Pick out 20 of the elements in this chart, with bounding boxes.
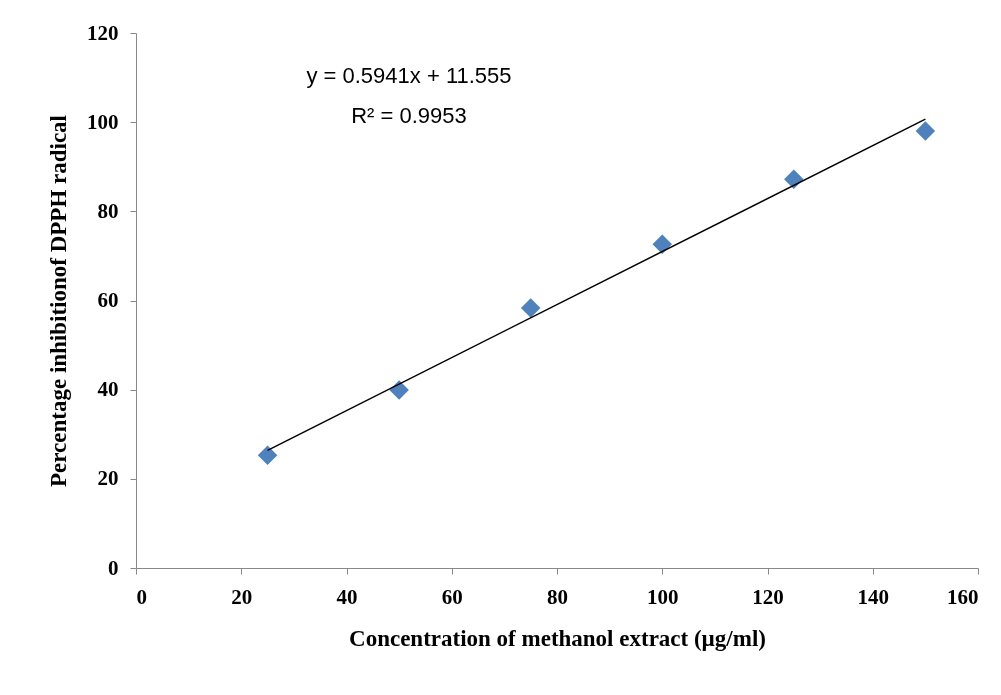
y-tick-label: 0	[108, 555, 119, 580]
y-tick-label: 60	[97, 288, 119, 312]
x-tick-label: 100	[647, 584, 679, 609]
y-tick-label: 40	[97, 377, 119, 402]
annotation: y = 0.5941x + 11.555	[306, 63, 512, 88]
x-tick-label: 120	[752, 584, 784, 609]
y-tick-label: 20	[97, 466, 119, 491]
x-tick-label: 20	[231, 584, 253, 609]
x-tick-label: 0	[136, 584, 147, 609]
y-tick-label: 100	[87, 109, 119, 134]
y-tick-label: 80	[97, 198, 119, 223]
x-tick-label: 60	[441, 584, 463, 609]
x-tick-label: 40	[336, 584, 358, 609]
y-tick-label: 120	[87, 20, 119, 45]
x-tick-label: 80	[547, 584, 568, 609]
annotation: R² = 0.9953	[351, 103, 467, 128]
y-axis-title: Percentage inhibitionof DPPH radical	[46, 114, 71, 488]
x-tick-label: 160	[947, 584, 979, 609]
x-axis-title: Concentration of methanol extract (µg/ml)	[349, 625, 766, 651]
x-tick-label: 140	[857, 584, 889, 609]
